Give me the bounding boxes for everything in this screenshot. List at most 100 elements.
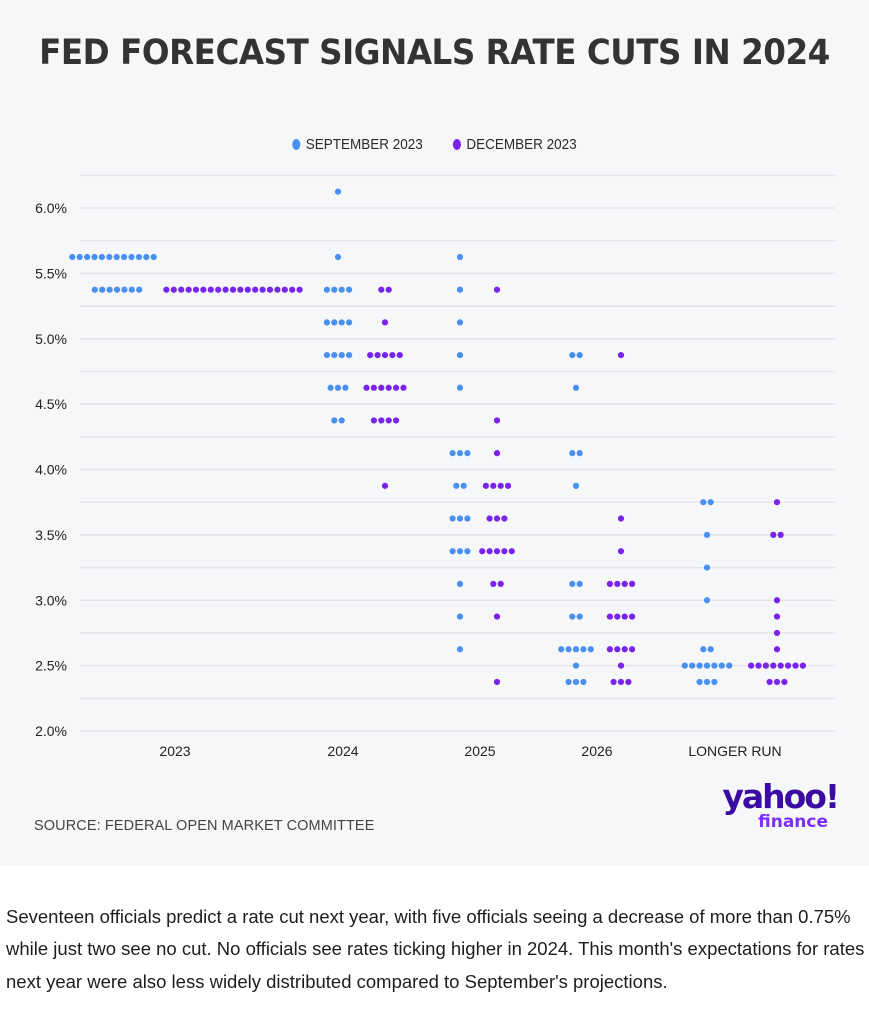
gridlines [80,174,835,732]
legend-dot-september [292,139,301,150]
data-dot [464,548,471,555]
data-dot [576,613,583,620]
x-tick-label: LONGER RUN [688,743,781,759]
yahoo-finance-logo: yahoo! finance [700,780,840,836]
logo-finance-text: finance [758,812,828,832]
data-dot [207,286,214,293]
data-dot [762,662,770,669]
data-dot [323,351,330,359]
data-dot [799,662,807,669]
data-dot [370,417,377,424]
data-dot [558,646,565,653]
y-tick-label: 4.0% [35,462,67,478]
data-dot [449,548,456,555]
data-dot [493,417,501,424]
data-dot [346,351,353,359]
data-dot [331,286,338,293]
data-dot [726,662,733,669]
y-tick-label: 6.0% [35,200,67,216]
data-dot [493,450,501,457]
y-axis-ticks: 2.0% 2.5% 3.0% 3.5% 4.0% 4.5% 5.0% 5.5% 6.0% [35,200,67,739]
data-dot [374,351,381,359]
data-dot [338,417,345,424]
data-dot [625,678,632,686]
chart-panel: FED FORECAST SIGNALS RATE CUTS IN 2024 S… [34,33,840,836]
data-dot [143,253,150,261]
data-dot [378,417,385,424]
data-dot [252,286,259,293]
data-dot [393,417,400,424]
y-tick-label: 5.0% [35,331,67,347]
x-tick-label: 2026 [581,743,612,759]
data-dot [773,499,781,506]
y-tick-label: 4.5% [35,396,67,412]
x-tick-label: 2025 [464,743,495,759]
x-tick-label: 2024 [327,743,358,759]
data-dot [393,384,400,391]
data-dot [497,580,504,588]
data-dot [606,613,614,620]
data-dot [378,286,385,293]
data-dot [479,548,486,555]
data-dot [493,548,501,555]
data-dot [576,450,583,457]
data-dot [703,564,711,571]
data-dot [792,662,799,669]
data-dot [460,482,467,489]
data-dot [453,482,460,489]
data-dot [200,286,207,293]
data-dot [703,678,711,686]
data-dot [493,515,501,522]
data-dot [587,646,594,653]
data-dot [493,286,501,293]
series-september-2023 [69,188,733,686]
data-dot [338,286,345,293]
data-dot [456,286,464,293]
series-december-2023 [163,286,807,686]
data-dot [456,450,464,457]
data-dot [385,417,392,424]
data-dot [106,286,113,293]
data-dot [150,253,157,261]
data-dot [617,662,625,669]
data-dot [381,319,389,326]
data-dot [163,286,170,293]
data-dot [576,351,583,359]
data-dot [178,286,185,293]
data-dot [331,417,338,424]
data-dot [565,646,572,653]
logo-yahoo-text: yahoo! [722,777,840,816]
data-dot [84,253,91,261]
data-dot [456,548,464,555]
data-dot [98,253,105,261]
data-dot [569,613,576,620]
data-dot [748,662,755,669]
data-dot [338,319,345,326]
data-dot [681,662,688,669]
data-dot [785,662,792,669]
data-dot [323,286,330,293]
data-dot [370,384,377,391]
data-dot [700,499,707,506]
data-dot [192,286,200,293]
data-dot [113,253,120,261]
data-dot [572,384,580,391]
data-dot [572,646,580,653]
data-dot [381,482,389,489]
data-dot [334,188,342,195]
data-dot [229,286,237,293]
data-dot [389,351,396,359]
data-dot [711,662,718,669]
data-dot [718,662,725,669]
data-dot [493,613,501,620]
data-dot [569,580,576,588]
data-dot [703,662,711,669]
data-dot [456,515,464,522]
data-dot [323,319,330,326]
data-dot [456,384,464,391]
data-dot [773,678,781,686]
data-dot [274,286,281,293]
data-dot [170,286,177,293]
data-dot [621,646,628,653]
data-dot [128,253,135,261]
